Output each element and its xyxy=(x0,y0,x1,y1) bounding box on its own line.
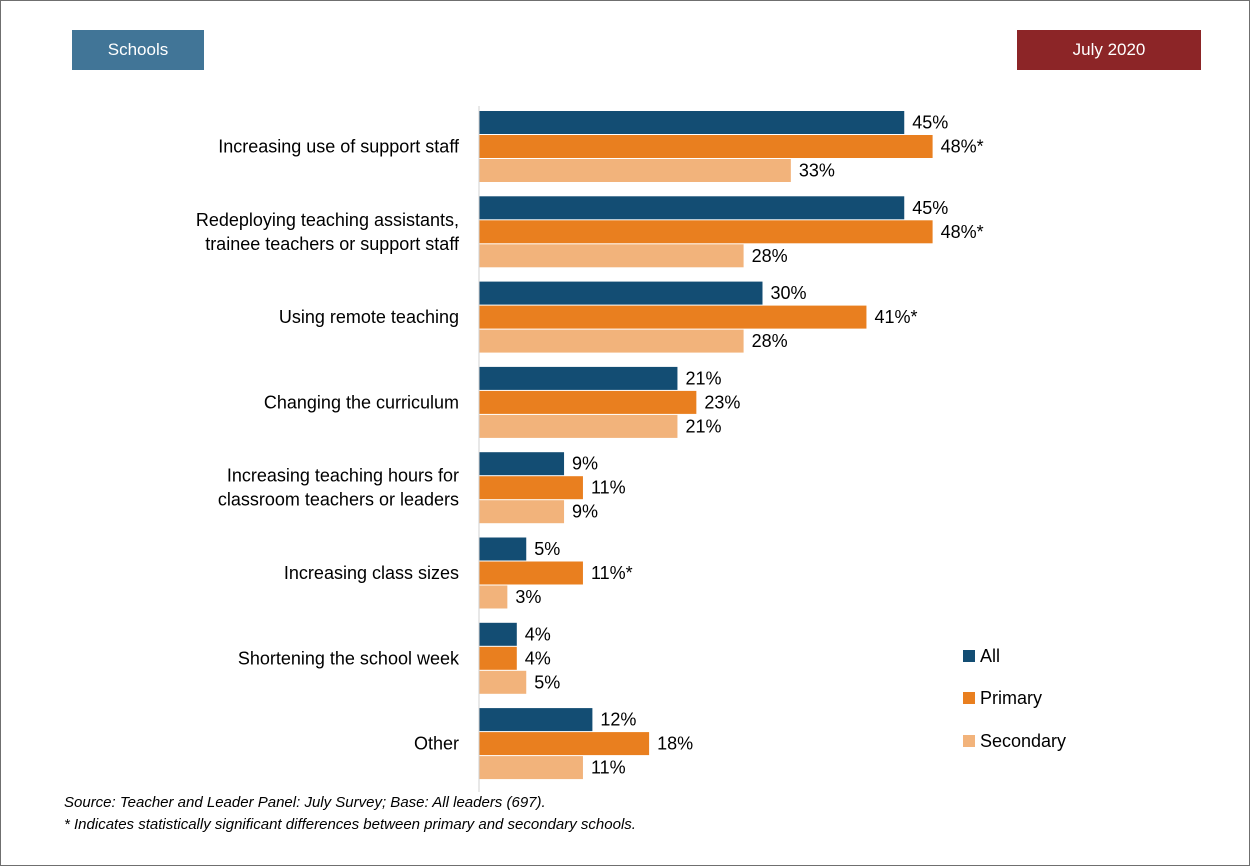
category-label-line: Increasing use of support staff xyxy=(218,137,460,157)
bar-secondary xyxy=(479,159,791,182)
category-label-line: Other xyxy=(414,734,459,754)
bar-secondary xyxy=(479,500,565,524)
bar-all xyxy=(479,708,593,732)
value-label-secondary: 11% xyxy=(591,758,626,778)
category-label-line: Changing the curriculum xyxy=(264,392,459,412)
value-label-primary: 48%* xyxy=(941,137,984,157)
bar-primary xyxy=(479,305,867,329)
value-label-secondary: 33% xyxy=(799,161,835,181)
bar-secondary xyxy=(479,670,527,694)
bar-all xyxy=(479,281,763,305)
category-label: Using remote teaching xyxy=(279,307,459,327)
legend-swatch-primary xyxy=(963,692,975,704)
value-label-primary: 11%* xyxy=(591,563,633,583)
bar-primary xyxy=(479,390,697,414)
legend-label-all: All xyxy=(980,646,1000,666)
category-label: Changing the curriculum xyxy=(264,392,459,412)
category-label-line: Redeploying teaching assistants, xyxy=(196,210,459,230)
category-label-line: Using remote teaching xyxy=(279,307,459,327)
value-label-primary: 41%* xyxy=(874,307,917,327)
bar-secondary xyxy=(479,585,508,609)
category-label-line: classroom teachers or leaders xyxy=(218,490,459,510)
value-label-secondary: 3% xyxy=(515,587,541,607)
value-label-all: 5% xyxy=(534,539,560,559)
value-label-secondary: 28% xyxy=(752,246,788,266)
bar-all xyxy=(479,366,678,390)
bar-secondary xyxy=(479,414,678,438)
bar-secondary xyxy=(479,244,744,268)
bar-secondary xyxy=(479,756,583,780)
bar-all xyxy=(479,622,517,646)
bar-primary xyxy=(479,220,933,244)
legend-label-secondary: Secondary xyxy=(980,731,1066,751)
category-label: Increasing teaching hours for classroom t… xyxy=(218,466,459,510)
value-label-all: 9% xyxy=(572,454,598,474)
date-tag: July 2020 xyxy=(1017,30,1201,70)
category-label: Increasing class sizes xyxy=(284,563,459,583)
value-label-all: 45% xyxy=(912,113,948,133)
category-label-line: Shortening the school week xyxy=(238,648,460,668)
value-label-all: 12% xyxy=(600,710,636,730)
value-label-secondary: 9% xyxy=(572,502,598,522)
value-label-all: 21% xyxy=(685,368,721,388)
schools-tag: Schools xyxy=(72,30,204,70)
value-label-secondary: 5% xyxy=(534,672,560,692)
bar-all xyxy=(479,111,905,134)
bar-primary xyxy=(479,476,583,500)
bar-primary xyxy=(479,732,650,756)
bar-primary xyxy=(479,135,933,158)
value-label-primary: 18% xyxy=(657,734,693,754)
value-label-primary: 23% xyxy=(704,392,740,412)
significance-note: * Indicates statistically significant di… xyxy=(64,816,636,833)
bar-all xyxy=(479,452,565,476)
value-label-primary: 4% xyxy=(525,648,551,668)
category-label: Shortening the school week xyxy=(238,648,460,668)
bar-secondary xyxy=(479,329,744,353)
legend-label-primary: Primary xyxy=(980,688,1042,708)
value-label-primary: 11% xyxy=(591,478,626,498)
value-label-primary: 48%* xyxy=(941,222,984,242)
bar-primary xyxy=(479,646,517,670)
value-label-all: 45% xyxy=(912,198,948,218)
value-label-secondary: 28% xyxy=(752,331,788,351)
value-label-all: 30% xyxy=(771,283,807,303)
source-note: Source: Teacher and Leader Panel: July S… xyxy=(64,794,546,811)
bar-all xyxy=(479,196,905,220)
legend-swatch-secondary xyxy=(963,735,975,747)
category-label: Redeploying teaching assistants, trainee … xyxy=(196,210,460,254)
category-label: Other xyxy=(414,734,459,754)
category-label-line: Increasing class sizes xyxy=(284,563,459,583)
category-label: Increasing use of support staff xyxy=(218,137,460,157)
bar-primary xyxy=(479,561,583,585)
value-label-all: 4% xyxy=(525,624,551,644)
value-label-secondary: 21% xyxy=(685,416,721,436)
bar-all xyxy=(479,537,527,561)
category-label-line: Increasing teaching hours for xyxy=(227,466,459,486)
legend-swatch-all xyxy=(963,650,975,662)
category-label-line: trainee teachers or support staff xyxy=(205,234,460,254)
